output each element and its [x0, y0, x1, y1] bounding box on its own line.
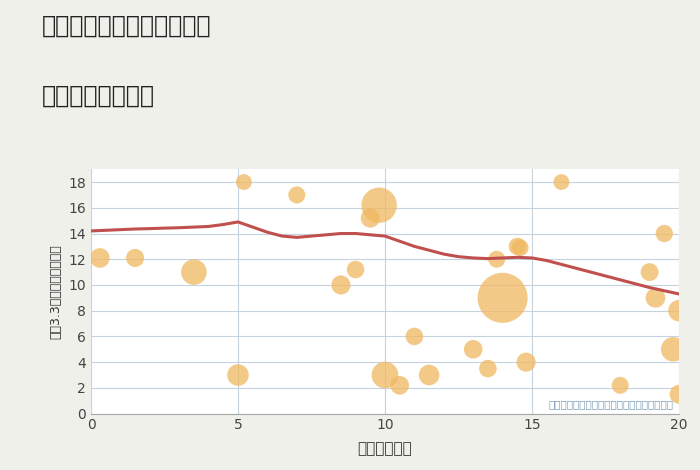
- Point: [94, 254, 106, 262]
- Point: [350, 266, 361, 273]
- Point: [335, 281, 346, 289]
- Point: [130, 254, 141, 262]
- Point: [644, 268, 655, 276]
- Text: 円の大きさは、取引のあった物件面積を示す: 円の大きさは、取引のあった物件面積を示す: [548, 399, 673, 409]
- Point: [238, 178, 249, 186]
- Point: [673, 391, 685, 398]
- Point: [521, 359, 532, 366]
- Point: [468, 345, 479, 353]
- Point: [394, 382, 405, 389]
- Point: [365, 214, 376, 222]
- Text: 兵庫県豊岡市出石町中村の: 兵庫県豊岡市出石町中村の: [42, 14, 211, 38]
- Point: [512, 243, 523, 250]
- X-axis label: 駅距離（分）: 駅距離（分）: [358, 441, 412, 456]
- Point: [659, 230, 670, 237]
- Point: [673, 307, 685, 314]
- Point: [374, 202, 385, 209]
- Point: [232, 371, 244, 379]
- Point: [188, 268, 199, 276]
- Point: [556, 178, 567, 186]
- Point: [424, 371, 435, 379]
- Point: [291, 191, 302, 199]
- Point: [491, 256, 503, 263]
- Point: [379, 371, 391, 379]
- Text: 駅距離別土地価格: 駅距離別土地価格: [42, 84, 155, 108]
- Point: [650, 294, 661, 302]
- Y-axis label: 坪（3.3㎡）単価（万円）: 坪（3.3㎡）単価（万円）: [50, 244, 63, 339]
- Point: [615, 382, 626, 389]
- Point: [409, 333, 420, 340]
- Point: [514, 244, 526, 251]
- Point: [668, 345, 679, 353]
- Point: [482, 365, 493, 372]
- Point: [497, 294, 508, 302]
